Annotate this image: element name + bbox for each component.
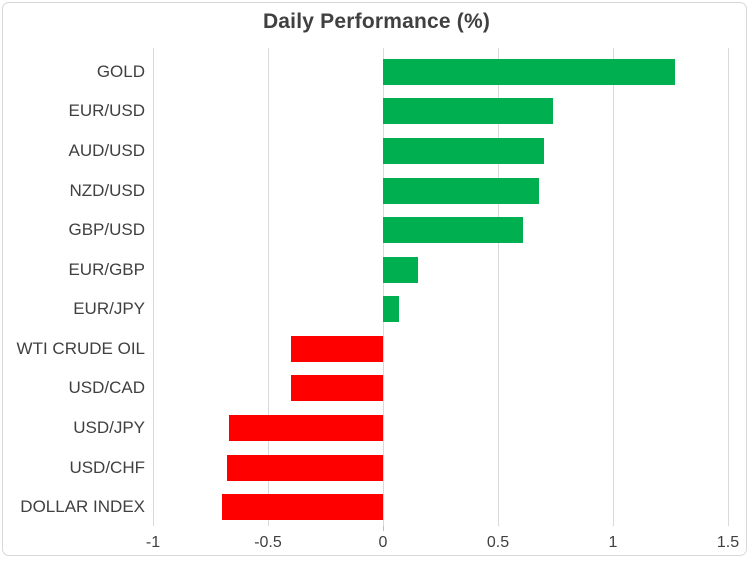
bar-gbp-usd	[383, 217, 524, 244]
category-label-usd-jpy: USD/JPY	[73, 418, 145, 438]
bar-eur-jpy	[383, 296, 400, 323]
bar-usd-chf	[226, 454, 383, 481]
category-label-usd-chf: USD/CHF	[69, 457, 145, 477]
bar-nzd-usd	[383, 177, 540, 204]
bar-usd-cad	[291, 375, 383, 402]
bar-eur-usd	[383, 98, 554, 125]
bar-wti-crude-oil	[291, 335, 383, 362]
category-label-eur-gbp: EUR/GBP	[68, 259, 145, 279]
x-tick-label: 0	[378, 534, 388, 551]
x-tick-label: 0.5	[486, 534, 510, 551]
bar-eur-gbp	[383, 256, 418, 283]
category-label-gold: GOLD	[96, 61, 145, 81]
zero-axis-tick	[382, 526, 384, 531]
gridline	[152, 48, 154, 526]
gridline	[727, 48, 729, 526]
category-label-aud-usd: AUD/USD	[68, 140, 145, 160]
bar-dollar-index	[222, 494, 383, 521]
zero-axis-gridline	[382, 48, 384, 526]
bar-aud-usd	[383, 137, 544, 164]
category-label-gbp-usd: GBP/USD	[68, 220, 145, 240]
category-label-usd-cad: USD/CAD	[68, 378, 145, 398]
gridline	[267, 48, 269, 526]
category-label-wti-crude-oil: WTI CRUDE OIL	[16, 338, 145, 358]
gridline	[497, 48, 499, 526]
category-label-nzd-usd: NZD/USD	[69, 180, 145, 200]
category-label-dollar-index: DOLLAR INDEX	[20, 497, 145, 517]
x-tick-label: 1.5	[716, 534, 740, 551]
x-tick-label: 1	[608, 534, 618, 551]
category-label-eur-jpy: EUR/JPY	[73, 299, 145, 319]
bar-gold	[383, 58, 676, 85]
category-label-eur-usd: EUR/USD	[68, 101, 145, 121]
x-tick-label: -0.5	[254, 534, 282, 551]
bar-usd-jpy	[228, 415, 383, 442]
x-tick-label: -1	[145, 534, 161, 551]
gridline	[612, 48, 614, 526]
chart-title: Daily Performance (%)	[262, 10, 491, 33]
